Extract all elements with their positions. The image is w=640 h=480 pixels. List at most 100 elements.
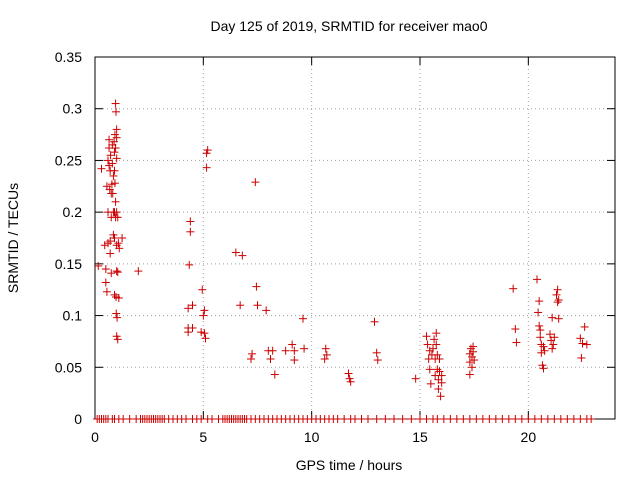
x-tick-label: 0 (91, 429, 99, 445)
data-point (202, 163, 211, 172)
data-point (422, 332, 431, 341)
data-point (390, 415, 398, 423)
data-point (322, 350, 331, 359)
data-point (578, 339, 587, 348)
data-point (288, 340, 297, 349)
data-point (468, 363, 476, 372)
data-point (548, 313, 557, 322)
data-point (110, 148, 119, 157)
data-point (101, 265, 110, 274)
data-point (185, 260, 194, 269)
data-point (577, 353, 586, 362)
data-point (436, 392, 445, 401)
data-point (112, 154, 121, 163)
data-point (199, 311, 208, 320)
data-point (248, 349, 257, 358)
y-tick-label: 0.3 (63, 101, 83, 117)
data-point (201, 334, 210, 343)
data-point (553, 285, 562, 294)
data-point (118, 234, 127, 242)
data-point (198, 285, 207, 294)
data-point (511, 325, 520, 334)
data-point (252, 282, 261, 291)
grid-lines (95, 57, 615, 419)
plot-frame (94, 56, 616, 420)
data-point (108, 159, 117, 168)
data-point (534, 308, 543, 317)
data-point (112, 267, 121, 276)
data-point (435, 367, 444, 376)
data-points (93, 99, 596, 423)
data-point (112, 309, 121, 318)
data-point (364, 415, 372, 423)
data-point (106, 237, 115, 246)
data-point (535, 321, 544, 330)
data-point (266, 355, 275, 364)
data-point (111, 197, 120, 206)
data-point (537, 348, 546, 357)
x-tick-label: 10 (304, 429, 320, 445)
data-point (469, 342, 478, 351)
data-point (290, 356, 299, 365)
data-point (203, 146, 212, 155)
data-point (548, 344, 557, 353)
data-point (580, 322, 589, 331)
data-point (251, 178, 260, 187)
data-point (134, 267, 143, 276)
data-point (200, 329, 209, 338)
data-point (106, 249, 115, 258)
data-point (109, 171, 118, 180)
data-point (200, 306, 209, 315)
y-axis: 0 0.05 0.1 0.15 0.2 0.25 0.3 0.35 (55, 49, 615, 427)
data-point (346, 377, 355, 386)
data-point (112, 208, 121, 217)
data-point (536, 333, 545, 342)
data-point (398, 415, 407, 423)
data-point (102, 287, 111, 296)
data-point (533, 275, 541, 284)
data-point (432, 329, 441, 338)
data-point (509, 284, 518, 293)
data-point (97, 164, 106, 173)
data-point (253, 301, 262, 310)
x-tick-label: 5 (199, 429, 207, 445)
data-point (535, 297, 544, 306)
data-point (372, 348, 381, 357)
data-point (407, 415, 416, 423)
data-point (576, 334, 585, 343)
data-point (188, 301, 197, 310)
data-point (411, 374, 420, 383)
data-point (94, 261, 103, 270)
data-point (423, 340, 432, 349)
data-point (430, 335, 439, 344)
x-axis-label: GPS time / hours (296, 457, 403, 473)
data-point (321, 344, 330, 353)
y-tick-label: 0.25 (55, 152, 82, 168)
data-point (320, 355, 329, 364)
data-point (186, 227, 195, 236)
data-point (425, 365, 434, 374)
data-point (268, 346, 277, 355)
data-point (370, 317, 379, 326)
data-point (113, 213, 122, 222)
y-tick-label: 0.05 (55, 359, 82, 375)
data-point (104, 156, 112, 165)
data-point (372, 415, 381, 423)
y-tick-label: 0.35 (55, 49, 82, 65)
y-tick-label: 0.2 (63, 204, 83, 220)
y-tick-label: 0.1 (63, 308, 83, 324)
x-tick-label: 20 (521, 429, 537, 445)
data-point (100, 241, 109, 250)
data-point (108, 189, 117, 198)
y-tick-label: 0 (74, 411, 82, 427)
data-point (429, 344, 437, 353)
data-point (300, 344, 309, 353)
data-point (101, 278, 110, 287)
data-point (236, 301, 245, 310)
data-point (111, 99, 120, 108)
data-point (110, 166, 119, 175)
data-point (114, 239, 123, 248)
data-point (553, 298, 562, 307)
data-point (550, 333, 559, 342)
